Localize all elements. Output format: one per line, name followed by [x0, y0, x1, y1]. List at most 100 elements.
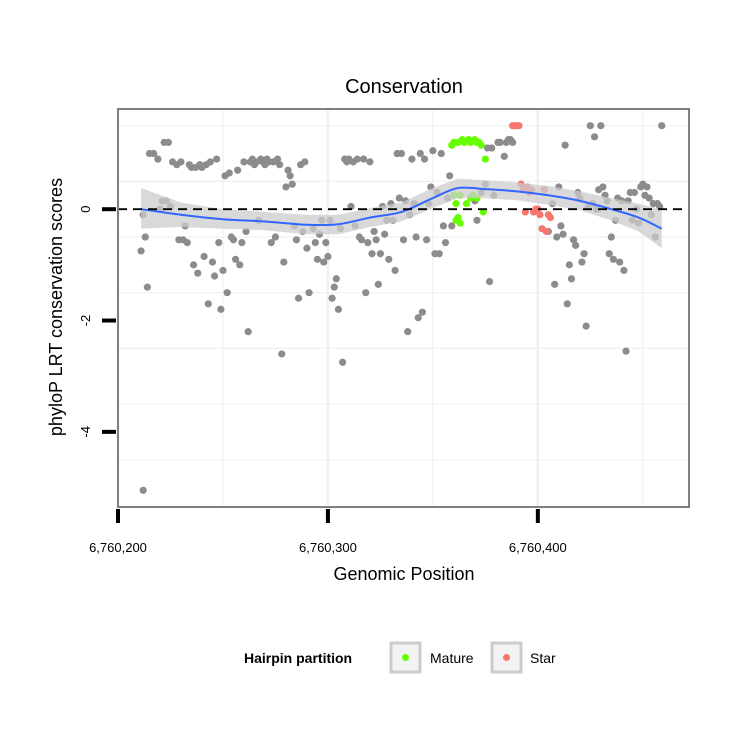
data-point-other	[236, 261, 244, 269]
data-point-other	[164, 138, 172, 146]
data-point-other	[213, 155, 221, 163]
data-point-other	[276, 161, 284, 169]
data-point-other	[215, 238, 223, 247]
data-point-other	[645, 194, 653, 202]
data-point-other	[414, 314, 422, 322]
data-point-other	[597, 122, 605, 130]
data-point-other	[278, 350, 286, 358]
x-tick-label: 6,760,300	[299, 540, 357, 555]
data-point-other	[223, 289, 231, 297]
data-point-other	[567, 275, 576, 283]
data-point-other	[609, 255, 618, 263]
data-point-other	[284, 166, 292, 174]
data-point-other	[569, 236, 578, 244]
data-point-other	[620, 266, 628, 275]
data-point-mature	[454, 213, 462, 222]
data-point-other	[658, 122, 666, 130]
legend-item-mature: Mature	[389, 641, 474, 674]
data-point-other	[656, 202, 664, 211]
data-point-other	[240, 158, 248, 166]
y-axis-title: phyloP LRT conservation scores	[46, 178, 66, 436]
data-point-other	[238, 238, 246, 247]
data-point-other	[437, 149, 445, 158]
data-point-other	[328, 294, 336, 302]
legend: Hairpin partition Mature Star	[244, 641, 556, 674]
data-point-other	[376, 250, 385, 258]
data-point-other	[137, 247, 145, 255]
data-point-mature	[456, 219, 464, 227]
data-point-other	[200, 252, 208, 261]
data-point-other	[324, 252, 332, 261]
data-point-star	[515, 122, 523, 130]
data-point-other	[586, 122, 594, 130]
data-point-other	[582, 322, 590, 330]
data-point-other	[429, 147, 437, 155]
data-point-other	[435, 250, 443, 258]
data-point-other	[313, 255, 322, 263]
data-point-other	[553, 233, 561, 241]
x-axis: 6,760,200 6,760,300 6,760,400	[89, 509, 567, 555]
y-tick-label: -2	[78, 315, 93, 327]
data-point-other	[580, 250, 588, 258]
data-point-other	[422, 236, 431, 244]
data-point-other	[473, 216, 481, 224]
data-point-other	[189, 261, 198, 269]
y-tick-label: 0	[78, 206, 93, 213]
data-point-mature	[462, 200, 471, 208]
data-point-other	[204, 300, 212, 308]
data-point-other	[563, 300, 571, 308]
data-point-star	[521, 208, 529, 216]
data-point-other	[418, 308, 426, 316]
data-point-other	[303, 244, 311, 252]
data-point-other	[399, 236, 408, 244]
data-point-other	[353, 155, 361, 163]
data-point-other	[557, 222, 565, 230]
data-point-other	[139, 486, 147, 494]
data-point-other	[578, 258, 586, 266]
data-point-mature	[452, 200, 460, 208]
data-point-mature	[473, 138, 481, 146]
data-point-other	[231, 255, 240, 263]
data-point-other	[360, 155, 368, 163]
data-point-other	[334, 305, 343, 313]
data-point-other	[559, 230, 567, 238]
data-point-other	[561, 141, 569, 149]
data-point-other	[488, 144, 496, 152]
panel-background	[118, 109, 689, 507]
legend-label-star: Star	[530, 650, 556, 666]
legend-label-mature: Mature	[430, 650, 474, 666]
data-point-other	[630, 188, 639, 197]
data-point-other	[551, 280, 559, 288]
data-point-other	[412, 233, 420, 241]
data-point-star	[536, 211, 544, 219]
data-point-other	[339, 358, 347, 366]
legend-swatch-mature	[402, 654, 409, 661]
data-point-other	[357, 236, 366, 244]
data-point-other	[446, 172, 454, 180]
data-point-other	[368, 250, 376, 258]
data-point-other	[150, 149, 158, 158]
data-point-other	[311, 238, 319, 247]
data-point-other	[154, 155, 162, 163]
data-point-other	[395, 194, 403, 202]
data-point-other	[332, 275, 340, 283]
data-point-other	[590, 133, 599, 141]
data-point-other	[267, 238, 275, 247]
x-tick-label: 6,760,400	[509, 540, 567, 555]
data-point-other	[397, 149, 406, 158]
data-point-other	[177, 158, 185, 166]
data-point-other	[206, 158, 214, 166]
data-point-other	[416, 149, 424, 158]
data-point-other	[572, 241, 580, 249]
data-point-mature	[481, 155, 489, 163]
data-point-other	[229, 236, 238, 244]
legend-swatch-star	[503, 654, 510, 661]
data-point-other	[244, 328, 252, 336]
data-point-other	[565, 261, 573, 269]
data-point-other	[372, 236, 380, 244]
data-point-other	[141, 233, 149, 241]
data-point-other	[509, 138, 517, 146]
data-point-other	[286, 172, 294, 180]
data-point-other	[194, 269, 202, 277]
